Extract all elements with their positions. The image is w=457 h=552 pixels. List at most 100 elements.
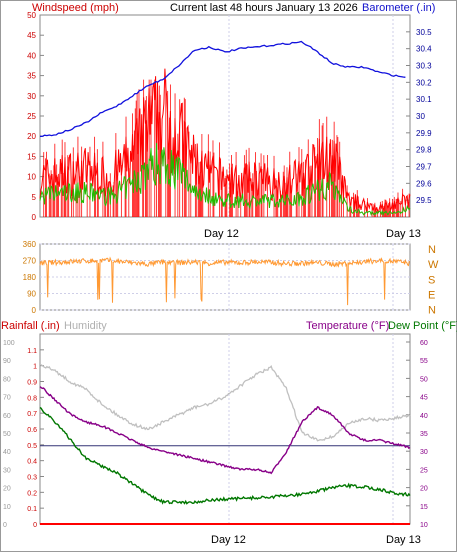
humidity-line xyxy=(39,364,411,442)
humidity-tick-label: 80 xyxy=(3,376,11,383)
windspeed-tick-label: 50 xyxy=(27,11,36,20)
windspeed-tick-label: 45 xyxy=(27,31,36,40)
rainfall-tick-label: 0.3 xyxy=(27,475,37,482)
compass-label: S xyxy=(428,274,435,286)
barometer-tick-label: 29.9 xyxy=(416,129,432,138)
temperature-tick-label: 30 xyxy=(420,449,428,456)
wind-series xyxy=(39,40,411,217)
wind-grid xyxy=(228,15,394,217)
windspeed-tick-label: 20 xyxy=(27,132,36,141)
rainfall-tick-label: 0.7 xyxy=(27,411,37,418)
rainfall-tick-label: 0 xyxy=(33,522,37,529)
temp-xtick-day13: Day 13 xyxy=(386,534,421,546)
rainfall-tick-label: 0.5 xyxy=(27,443,37,450)
rainfall-tick-label: 0.8 xyxy=(27,395,37,402)
temperature-tick-label: 35 xyxy=(420,431,428,438)
humidity-axis: 0 10 20 30 40 50 60 70 80 90 100 xyxy=(3,340,15,529)
direction-tick-label: 360 xyxy=(23,240,37,249)
windspeed-tick-label: 15 xyxy=(27,152,36,161)
rainfall-tick-label: 0.6 xyxy=(27,427,37,434)
barometer-line xyxy=(39,40,406,138)
temperature-tick-label: 15 xyxy=(420,504,428,511)
rainfall-tick-label: 1 xyxy=(33,364,37,371)
direction-tick-label: 180 xyxy=(23,273,37,282)
barometer-tick-label: 30.2 xyxy=(416,78,432,87)
dewpoint-axis-title: Dew Point (°F) xyxy=(388,320,457,332)
humidity-tick-label: 60 xyxy=(3,413,11,420)
humidity-tick-label: 30 xyxy=(3,467,11,474)
humidity-tick-label: 40 xyxy=(3,449,11,456)
wind-xtick-day13: Day 13 xyxy=(386,228,421,240)
barometer-tick-label: 30.3 xyxy=(416,62,432,71)
rainfall-axis: 0 0.1 0.2 0.3 0.4 0.5 0.6 0.7 0.8 0.9 1 1.1 xyxy=(27,348,44,529)
windspeed-axis-title: Windspeed (mph) xyxy=(32,2,119,14)
humidity-tick-label: 50 xyxy=(3,431,11,438)
barometer-axis: 29.5 29.6 29.7 29.8 29.9 30 30.1 30.2 30.3 30.4 30… xyxy=(406,28,432,205)
barometer-tick-label: 29.5 xyxy=(416,196,432,205)
chart-title: Current last 48 hours January 13 2026 xyxy=(170,2,358,14)
windspeed-tick-label: 5 xyxy=(32,193,37,202)
direction-series xyxy=(39,256,410,306)
windspeed-tick-label: 25 xyxy=(27,112,36,121)
temperature-series xyxy=(39,364,411,525)
temperature-tick-label: 20 xyxy=(420,486,428,493)
rainfall-tick-label: 0.2 xyxy=(27,490,37,497)
windspeed-tick-label: 35 xyxy=(27,72,36,81)
direction-tick-label: 0 xyxy=(32,306,37,315)
temperature-tick-label: 60 xyxy=(420,340,428,347)
humidity-tick-label: 70 xyxy=(3,395,11,402)
humidity-tick-label: 20 xyxy=(3,486,11,493)
temperature-tick-label: 25 xyxy=(420,467,428,474)
rainfall-axis-title: Rainfall (.in) xyxy=(1,320,60,332)
compass-label: N xyxy=(428,244,436,256)
compass-label: E xyxy=(428,290,435,302)
barometer-tick-label: 30.5 xyxy=(416,28,432,37)
temperature-axis: 10 15 20 25 30 35 40 45 50 55 60 xyxy=(406,340,428,529)
windspeed-line xyxy=(39,68,411,214)
barometer-tick-label: 29.6 xyxy=(416,179,432,188)
temperature-axis-title: Temperature (°F) xyxy=(306,320,389,332)
barometer-axis-title: Barometer (.in) xyxy=(362,2,435,14)
humidity-tick-label: 10 xyxy=(3,504,11,511)
rainfall-tick-label: 1.1 xyxy=(27,348,37,355)
direction-tick-label: 270 xyxy=(23,257,37,266)
temp-xtick-day12: Day 12 xyxy=(211,534,246,546)
humidity-axis-title: Humidity xyxy=(64,320,107,332)
dewpoint-line xyxy=(39,406,411,505)
barometer-tick-label: 29.7 xyxy=(416,163,432,172)
rainfall-tick-label: 0.1 xyxy=(27,506,37,513)
temperature-tick-label: 50 xyxy=(420,376,428,383)
barometer-tick-label: 29.8 xyxy=(416,146,432,155)
windspeed-tick-label: 40 xyxy=(27,51,36,60)
barometer-tick-label: 30.4 xyxy=(416,45,432,54)
barometer-tick-label: 30 xyxy=(416,112,425,121)
compass-label: N xyxy=(428,305,436,317)
humidity-tick-label: 0 xyxy=(3,522,7,529)
direction-axis: 0 90 180 270 360 xyxy=(23,240,37,315)
humidity-tick-label: 100 xyxy=(3,340,15,347)
windspeed-tick-label: 10 xyxy=(27,173,36,182)
temperature-tick-label: 45 xyxy=(420,395,428,402)
wind-average-line xyxy=(39,142,411,217)
rainfall-tick-label: 0.9 xyxy=(27,380,37,387)
windspeed-tick-label: 30 xyxy=(27,92,36,101)
barometer-tick-label: 30.1 xyxy=(416,95,432,104)
temperature-tick-label: 55 xyxy=(420,358,428,365)
temperature-line xyxy=(39,386,411,475)
direction-tick-label: 90 xyxy=(27,290,36,299)
temperature-tick-label: 40 xyxy=(420,413,428,420)
compass-label: W xyxy=(428,259,439,271)
direction-line xyxy=(39,256,410,306)
windspeed-axis: 0 5 10 15 20 25 30 35 40 45 50 xyxy=(27,11,44,222)
windspeed-tick-label: 0 xyxy=(32,213,37,222)
temperature-plot-area xyxy=(39,333,411,525)
temperature-tick-label: 10 xyxy=(420,522,428,529)
humidity-tick-label: 90 xyxy=(3,358,11,365)
wind-xtick-day12: Day 12 xyxy=(204,228,239,240)
